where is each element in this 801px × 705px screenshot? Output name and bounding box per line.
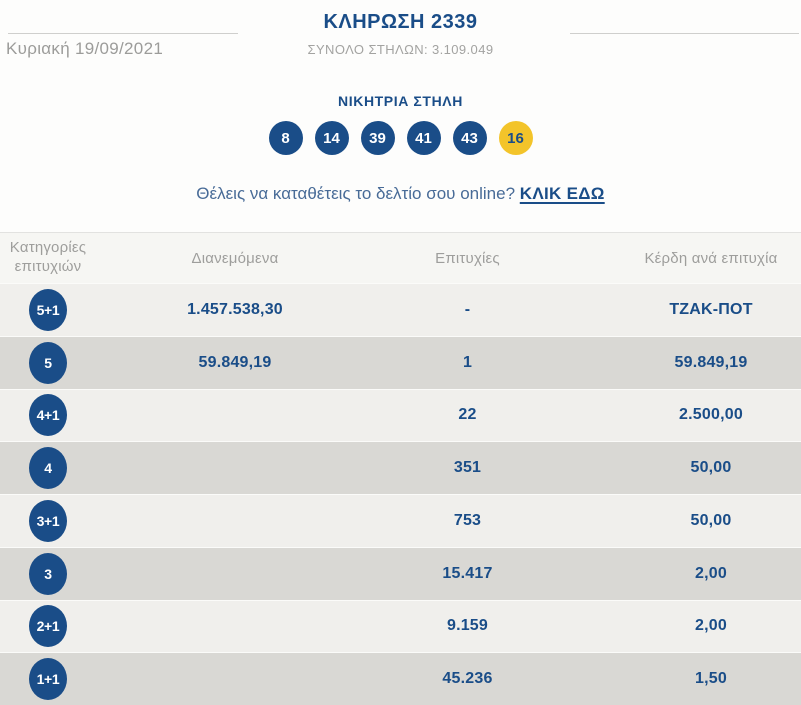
table-row: 3 15.417 2,00 [0, 546, 801, 600]
header-categories: Κατηγορίες επιτυχιών [9, 239, 87, 275]
category-badge: 4 [29, 447, 67, 490]
cta-link[interactable]: ΚΛΙΚ ΕΔΩ [519, 184, 605, 203]
prize-cell: 2,00 [695, 617, 727, 635]
category-badge: 2+1 [29, 605, 67, 648]
category-badge: 5 [29, 341, 67, 384]
winners-cell: 15.417 [442, 564, 493, 582]
distributed-cell: 59.849,19 [198, 353, 272, 371]
results-table-header: Κατηγορίες επιτυχιών Διανεμόμενα Επιτυχί… [0, 232, 801, 283]
number-ball: 8 [268, 121, 303, 155]
number-ball: 43 [452, 121, 487, 155]
prize-cell: 2.500,00 [679, 406, 743, 424]
results-table: Κατηγορίες επιτυχιών Διανεμόμενα Επιτυχί… [0, 232, 801, 705]
winners-cell: 22 [458, 406, 477, 424]
header-prize: Κέρδη ανά επιτυχία [644, 249, 778, 267]
prize-cell: 50,00 [690, 459, 732, 477]
winners-cell: 753 [453, 511, 482, 529]
online-cta: Θέλεις να καταθέτεις το δελτίο σου onlin… [0, 184, 801, 204]
category-badge: 5+1 [29, 288, 67, 331]
distributed-cell: 1.457.538,30 [187, 300, 283, 318]
cta-question: Θέλεις να καταθέτεις το δελτίο σου onlin… [196, 184, 516, 203]
table-row: 3+1 753 50,00 [0, 494, 801, 547]
winning-numbers: 8 14 39 41 43 16 [0, 121, 801, 155]
prize-cell: 1,50 [695, 670, 727, 688]
results-table-body: 5+1 1.457.538,30 - ΤΖΑΚ-ΠΟΤ 5 59.849,19 1 59.84… [0, 283, 801, 705]
table-row: 5 59.849,19 1 59.849,19 [0, 335, 801, 389]
page-title: ΚΛΗΡΩΣΗ 2339 [323, 11, 478, 33]
category-badge: 4+1 [29, 394, 67, 437]
number-ball: 39 [360, 121, 395, 155]
joker-number-ball: 16 [498, 121, 533, 155]
divider-left [8, 33, 238, 34]
table-row: 5+1 1.457.538,30 - ΤΖΑΚ-ΠΟΤ [0, 283, 801, 336]
table-row: 1+1 45.236 1,50 [0, 652, 801, 705]
category-badge: 3 [29, 552, 67, 595]
number-ball: 14 [314, 121, 349, 155]
draw-date: Κυριακή 19/09/2021 [6, 39, 164, 58]
number-ball: 41 [406, 121, 441, 155]
winners-cell: 1 [462, 353, 473, 371]
header-distributed: Διανεμόμενα [191, 249, 279, 267]
winners-cell: 9.159 [446, 617, 489, 635]
winners-cell: 351 [453, 459, 482, 477]
winners-cell: - [464, 300, 471, 318]
winners-cell: 45.236 [442, 670, 493, 688]
prize-cell: 50,00 [690, 511, 732, 529]
table-row: 4+1 22 2.500,00 [0, 388, 801, 442]
category-badge: 3+1 [29, 499, 67, 542]
divider-right [570, 33, 799, 34]
header-winners: Επιτυχίες [435, 249, 500, 267]
winning-column-title: ΝΙΚΗΤΡΙΑ ΣΤΗΛΗ [338, 93, 463, 109]
prize-cell: 59.849,19 [674, 353, 748, 371]
table-row: 4 351 50,00 [0, 441, 801, 494]
category-badge: 1+1 [29, 658, 67, 701]
prize-cell: 2,00 [695, 564, 727, 582]
table-row: 2+1 9.159 2,00 [0, 599, 801, 653]
prize-cell: ΤΖΑΚ-ΠΟΤ [669, 300, 753, 318]
total-columns-label: ΣΥΝΟΛΟ ΣΤΗΛΩΝ: 3.109.049 [307, 42, 494, 57]
